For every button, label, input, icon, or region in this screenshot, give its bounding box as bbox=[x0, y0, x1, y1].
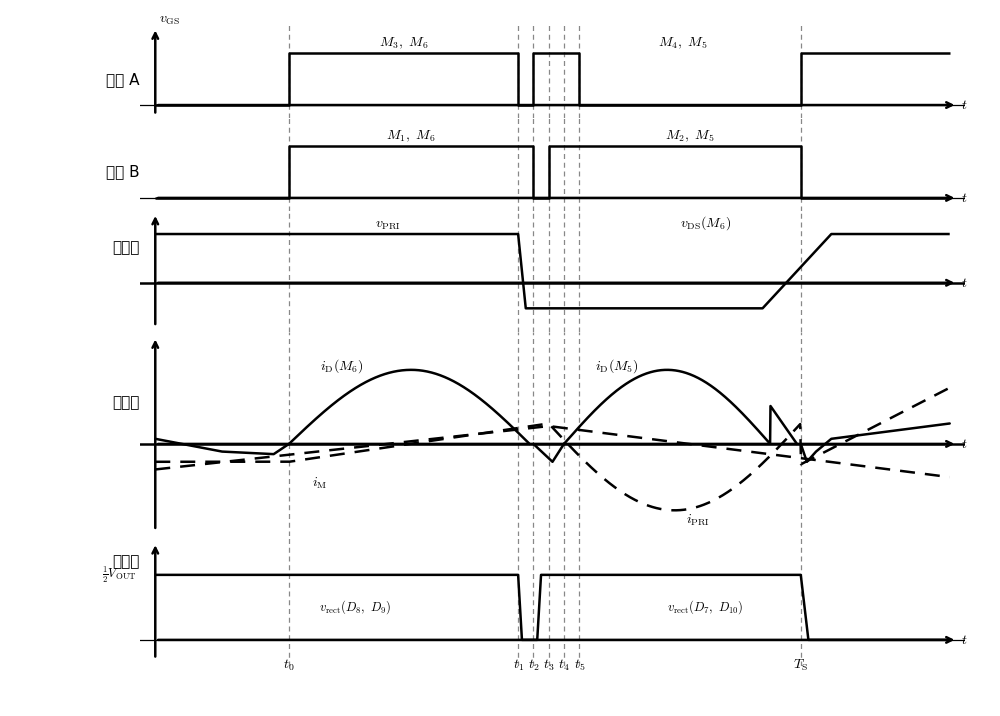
Text: $M_4,\ M_5$: $M_4,\ M_5$ bbox=[658, 36, 707, 51]
Text: $M_2,\ M_5$: $M_2,\ M_5$ bbox=[665, 128, 715, 144]
Text: $t_5$: $t_5$ bbox=[574, 658, 585, 674]
Text: $t_2$: $t_2$ bbox=[528, 658, 539, 674]
Text: $t$: $t$ bbox=[961, 437, 968, 451]
Text: 整流器: 整流器 bbox=[113, 554, 140, 569]
Text: $i_\mathrm{PRI}$: $i_\mathrm{PRI}$ bbox=[686, 513, 709, 528]
Text: $M_1,\ M_6$: $M_1,\ M_6$ bbox=[386, 128, 436, 144]
Text: $t_0$: $t_0$ bbox=[283, 658, 295, 674]
Text: $T_\mathrm{S}$: $T_\mathrm{S}$ bbox=[793, 658, 808, 674]
Text: $t$: $t$ bbox=[961, 633, 968, 647]
Text: $t_3$: $t_3$ bbox=[543, 658, 554, 674]
Text: $v_\mathrm{DS}(M_6)$: $v_\mathrm{DS}(M_6)$ bbox=[680, 214, 731, 232]
Text: $v_\mathrm{PRI}$: $v_\mathrm{PRI}$ bbox=[375, 218, 401, 232]
Text: 逆变器: 逆变器 bbox=[113, 395, 140, 410]
Text: $t$: $t$ bbox=[961, 276, 968, 290]
Text: $i_\mathrm{D}(M_6)$: $i_\mathrm{D}(M_6)$ bbox=[320, 357, 363, 375]
Text: $t$: $t$ bbox=[961, 191, 968, 205]
Text: $t_1$: $t_1$ bbox=[513, 658, 524, 674]
Text: $i_\mathrm{M}$: $i_\mathrm{M}$ bbox=[312, 475, 327, 491]
Text: $\frac{1}{2}V_\mathrm{OUT}$: $\frac{1}{2}V_\mathrm{OUT}$ bbox=[102, 565, 136, 585]
Text: $i_\mathrm{D}(M_5)$: $i_\mathrm{D}(M_5)$ bbox=[595, 357, 638, 375]
Text: $t$: $t$ bbox=[961, 98, 968, 112]
Text: $v_\mathrm{GS}$: $v_\mathrm{GS}$ bbox=[159, 13, 180, 26]
Text: 逆变器: 逆变器 bbox=[113, 241, 140, 256]
Text: $v_\mathrm{rect}(D_8,\ D_9)$: $v_\mathrm{rect}(D_8,\ D_9)$ bbox=[319, 599, 391, 616]
Text: $v_\mathrm{rect}(D_7,\ D_{10})$: $v_\mathrm{rect}(D_7,\ D_{10})$ bbox=[667, 599, 744, 616]
Text: $t_4$: $t_4$ bbox=[558, 658, 570, 674]
Text: 模式 B: 模式 B bbox=[106, 165, 140, 180]
Text: $M_3,\ M_6$: $M_3,\ M_6$ bbox=[379, 36, 428, 51]
Text: 模式 A: 模式 A bbox=[106, 72, 140, 87]
